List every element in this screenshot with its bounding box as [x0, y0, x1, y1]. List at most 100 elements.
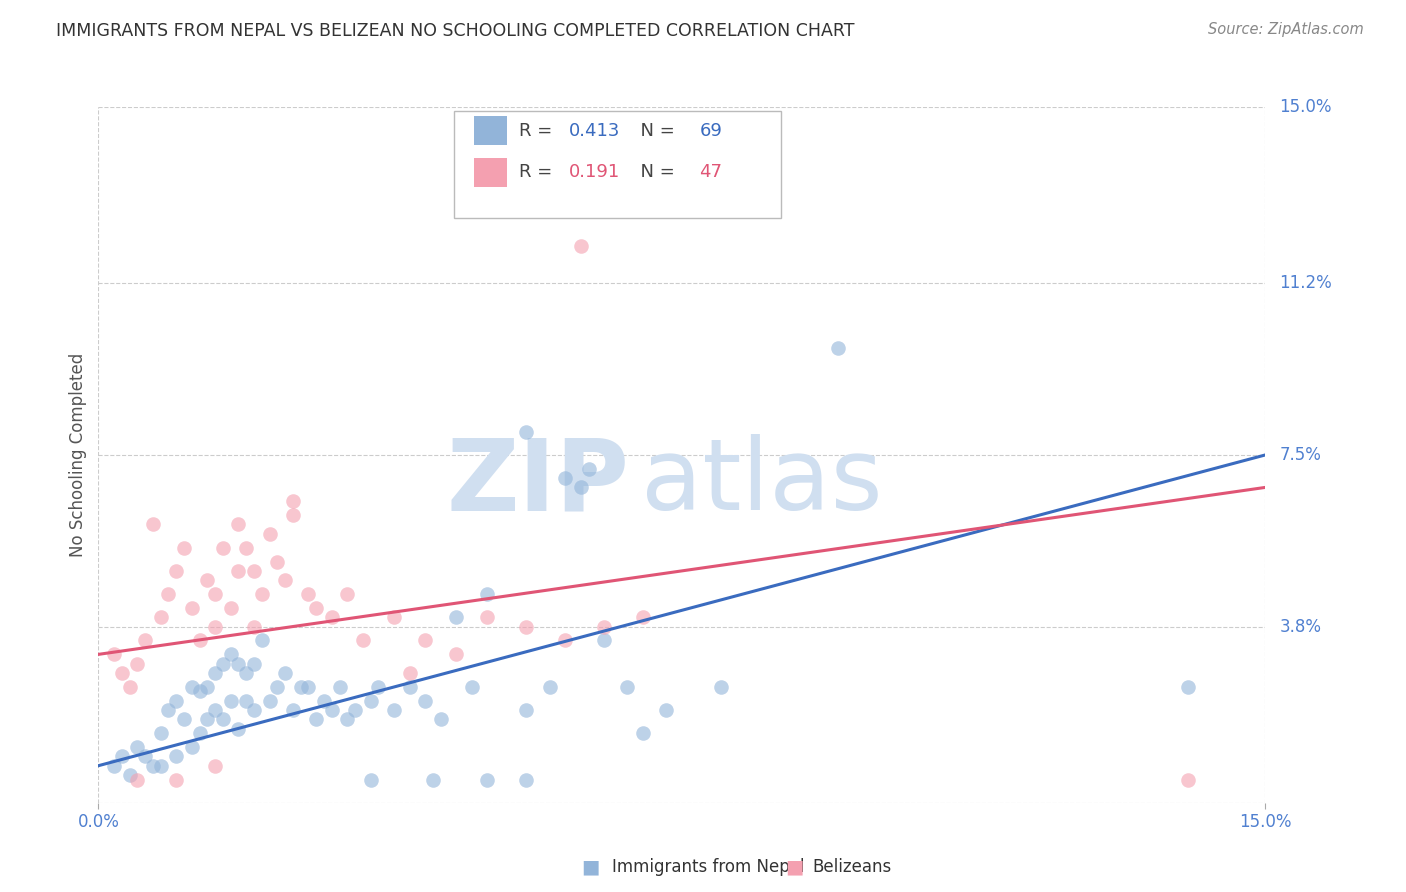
Point [188, 726, 211, 740]
Point [274, 665, 297, 680]
Text: 7.5%: 7.5% [1279, 446, 1322, 464]
Point [344, 703, 367, 717]
Point [655, 703, 678, 717]
Point [118, 768, 141, 782]
Point [297, 680, 319, 694]
Text: R =: R = [519, 121, 558, 140]
Point [631, 726, 654, 740]
Point [554, 471, 576, 485]
Text: 47: 47 [699, 163, 723, 181]
Point [413, 633, 436, 648]
Point [149, 610, 172, 624]
Point [398, 665, 420, 680]
Point [461, 680, 484, 694]
Point [173, 541, 195, 555]
Point [195, 680, 218, 694]
Point [477, 610, 499, 624]
Text: 3.8%: 3.8% [1279, 617, 1322, 635]
Text: N =: N = [630, 121, 681, 140]
Point [180, 601, 202, 615]
Point [336, 712, 359, 726]
Point [515, 619, 537, 633]
Text: 15.0%: 15.0% [1279, 98, 1331, 116]
Point [235, 665, 257, 680]
Point [250, 633, 273, 648]
Point [321, 703, 343, 717]
Point [204, 619, 226, 633]
Text: ■: ■ [785, 857, 804, 877]
Point [631, 610, 654, 624]
Point [243, 619, 266, 633]
Point [569, 239, 592, 253]
Point [1177, 680, 1199, 694]
Point [127, 740, 149, 755]
Point [165, 749, 187, 764]
Point [243, 564, 266, 578]
Point [515, 772, 537, 787]
Point [554, 633, 576, 648]
Point [157, 587, 180, 601]
Point [228, 517, 250, 532]
Point [165, 564, 187, 578]
Point [204, 587, 226, 601]
Point [149, 726, 172, 740]
Point [204, 758, 226, 772]
Point [250, 587, 273, 601]
Point [243, 703, 266, 717]
Point [281, 494, 304, 508]
Text: IMMIGRANTS FROM NEPAL VS BELIZEAN NO SCHOOLING COMPLETED CORRELATION CHART: IMMIGRANTS FROM NEPAL VS BELIZEAN NO SCH… [56, 22, 855, 40]
Text: 69: 69 [699, 121, 723, 140]
Point [259, 526, 281, 541]
Text: N =: N = [630, 163, 681, 181]
Point [195, 573, 218, 587]
Text: ZIP: ZIP [447, 434, 630, 532]
Point [321, 610, 343, 624]
Point [142, 758, 165, 772]
Text: Source: ZipAtlas.com: Source: ZipAtlas.com [1208, 22, 1364, 37]
Point [446, 648, 468, 662]
Point [212, 541, 235, 555]
Point [134, 749, 156, 764]
Point [173, 712, 195, 726]
Point [228, 722, 250, 736]
Point [329, 680, 352, 694]
Point [281, 703, 304, 717]
Point [593, 633, 616, 648]
Point [188, 684, 211, 698]
Point [219, 648, 242, 662]
Y-axis label: No Schooling Completed: No Schooling Completed [69, 353, 87, 557]
Point [157, 703, 180, 717]
Text: Immigrants from Nepal: Immigrants from Nepal [612, 858, 804, 876]
Point [111, 749, 134, 764]
Point [180, 740, 202, 755]
Point [274, 573, 297, 587]
Point [352, 633, 374, 648]
Point [118, 680, 141, 694]
Point [259, 694, 281, 708]
Point [413, 694, 436, 708]
Point [477, 587, 499, 601]
Point [235, 541, 257, 555]
Point [336, 587, 359, 601]
Point [266, 555, 288, 569]
Point [212, 712, 235, 726]
Point [305, 601, 328, 615]
Point [429, 712, 451, 726]
Point [111, 665, 134, 680]
Point [1177, 772, 1199, 787]
FancyBboxPatch shape [474, 116, 508, 145]
Point [616, 680, 638, 694]
Point [204, 665, 226, 680]
Point [538, 680, 561, 694]
Point [515, 425, 537, 439]
FancyBboxPatch shape [474, 158, 508, 187]
Point [165, 772, 187, 787]
Point [578, 462, 600, 476]
Text: R =: R = [519, 163, 558, 181]
Point [360, 694, 382, 708]
Point [127, 657, 149, 671]
Point [569, 480, 592, 494]
FancyBboxPatch shape [454, 111, 782, 219]
Text: 0.413: 0.413 [568, 121, 620, 140]
Point [134, 633, 156, 648]
